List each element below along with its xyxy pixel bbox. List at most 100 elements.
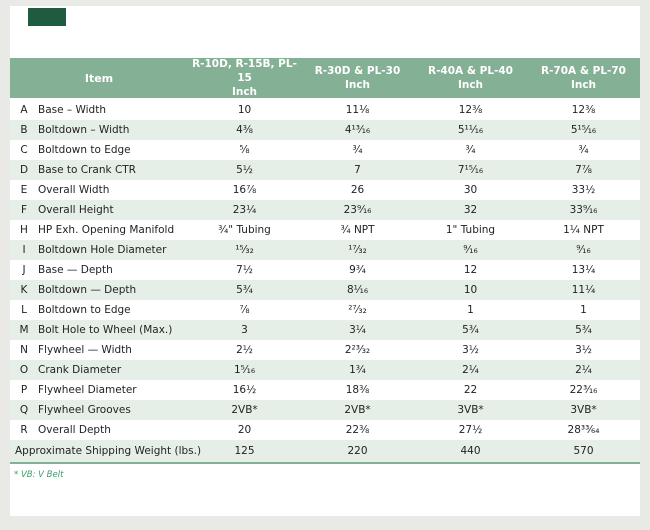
- value-cell-col2: 8¹⁄₁₆: [346, 284, 369, 296]
- shipping-weight-col3: 440: [460, 445, 481, 457]
- row-item-label: Boltdown — Depth: [38, 284, 137, 296]
- row-letter: J: [22, 264, 26, 276]
- value-cell-col3: 12⅜: [458, 104, 483, 116]
- value-cell-col2: 11⅛: [345, 104, 370, 116]
- value-cell-col2: ¾ NPT: [340, 224, 375, 236]
- row-letter: N: [20, 344, 28, 356]
- model-column-header-3: R-40A & PL-40 Inch: [414, 58, 527, 98]
- row-letter: C: [20, 144, 28, 156]
- value-cell-col4: 13¼: [571, 264, 596, 276]
- value-cell-col1: 4⅜: [236, 124, 253, 136]
- page: Item R-10D, R-15B, PL-15 Inch R-30D & PL-3…: [10, 6, 640, 516]
- shipping-weight-col2: 220: [347, 445, 368, 457]
- model-column-header-1: R-10D, R-15B, PL-15 Inch: [188, 58, 301, 98]
- value-cell-col3: 30: [463, 184, 478, 196]
- value-cell-col3: 32: [463, 204, 478, 216]
- row-item-label: Boltdown – Width: [38, 124, 130, 136]
- value-cell-col1: 16⅞: [232, 184, 257, 196]
- model-column-header-4: R-70A & PL-70 Inch: [527, 58, 640, 98]
- row-letter: F: [20, 204, 28, 216]
- table-row-E: E Overall Width 16⅞ 26 30 33½: [10, 180, 640, 200]
- unit-label: Inch: [231, 86, 258, 99]
- row-item-label: Base to Crank CTR: [38, 164, 136, 176]
- value-cell-col2: 18⅜: [345, 384, 370, 396]
- row-letter: O: [19, 364, 29, 376]
- table-body: A Base – Width 10 11⅛ 12⅜ 12⅜ B Boltdown – Widt…: [10, 100, 640, 440]
- row-letter: H: [20, 224, 28, 236]
- value-cell-col3: 5¾: [462, 324, 479, 336]
- row-letter: E: [20, 184, 28, 196]
- value-cell-col4: 33⁹⁄₁₆: [569, 204, 598, 216]
- item-column-header: Item: [84, 71, 114, 85]
- value-cell-col2: 2²³⁄₃₂: [344, 344, 371, 356]
- row-item-label: Overall Width: [38, 184, 110, 196]
- value-cell-col3: ¾: [465, 144, 476, 156]
- value-cell-col1: 7½: [236, 264, 253, 276]
- value-cell-col3: 2¼: [462, 364, 479, 376]
- row-letter: Q: [19, 404, 29, 416]
- value-cell-col3: 3VB*: [457, 404, 484, 416]
- table-row-H: H HP Exh. Opening Manifold ¾" Tubing ¾ NPT 1…: [10, 220, 640, 240]
- row-item-label: Flywheel — Width: [38, 344, 132, 356]
- shipping-weight-col4: 570: [573, 445, 594, 457]
- model-name: R-30D & PL-30: [314, 64, 401, 77]
- value-cell-col4: 22³⁄₁₆: [569, 384, 598, 396]
- brand-logo-rect: [28, 8, 66, 26]
- value-cell-col3: 1" Tubing: [445, 224, 496, 236]
- row-item-label: Overall Height: [38, 204, 114, 216]
- row-letter: B: [20, 124, 28, 136]
- value-cell-col1: ⅞: [239, 304, 250, 316]
- value-cell-col4: 12⅜: [571, 104, 596, 116]
- value-cell-col3: 22: [463, 384, 478, 396]
- value-cell-col2: ²⁷⁄₃₂: [348, 304, 367, 316]
- value-cell-col2: 2VB*: [344, 404, 371, 416]
- row-letter: R: [20, 424, 28, 436]
- value-cell-col1: 23¼: [232, 204, 257, 216]
- value-cell-col2: 3¼: [349, 324, 366, 336]
- value-cell-col4: 5¹⁵⁄₁₆: [570, 124, 597, 136]
- value-cell-col3: 27½: [458, 424, 483, 436]
- table-row-Q: Q Flywheel Grooves 2VB* 2VB* 3VB* 3VB*: [10, 400, 640, 420]
- value-cell-col1: 20: [237, 424, 252, 436]
- value-cell-col2: 22⅜: [345, 424, 370, 436]
- value-cell-col4: 3½: [575, 344, 592, 356]
- row-letter: A: [20, 104, 28, 116]
- value-cell-col3: 3½: [462, 344, 479, 356]
- row-letter: I: [22, 244, 26, 256]
- model-name: R-70A & PL-70: [540, 64, 626, 77]
- value-cell-col2: ¹⁷⁄₃₂: [348, 244, 367, 256]
- value-cell-col1: ¹⁵⁄₃₂: [235, 244, 254, 256]
- value-cell-col3: 12: [463, 264, 478, 276]
- row-item-label: Overall Depth: [38, 424, 111, 436]
- unit-label: Inch: [344, 79, 371, 91]
- row-letter: D: [19, 164, 29, 176]
- value-cell-col1: ⅝: [239, 144, 250, 156]
- shipping-weight-row: Approximate Shipping Weight (lbs.) 125 22…: [10, 440, 640, 462]
- value-cell-col1: 16½: [232, 384, 257, 396]
- value-cell-col2: 4¹³⁄₁₆: [344, 124, 371, 136]
- table-row-O: O Crank Diameter 1⁵⁄₁₆ 1¾ 2¼ 2¼: [10, 360, 640, 380]
- table-row-L: L Boltdown to Edge ⅞ ²⁷⁄₃₂ 1 1: [10, 300, 640, 320]
- table-row-I: I Boltdown Hole Diameter ¹⁵⁄₃₂ ¹⁷⁄₃₂ ⁹⁄₁₆ ⁹⁄₁…: [10, 240, 640, 260]
- row-item-label: Flywheel Diameter: [38, 384, 137, 396]
- shipping-weight-label: Approximate Shipping Weight (lbs.): [15, 445, 202, 457]
- value-cell-col2: 9¾: [349, 264, 366, 276]
- value-cell-col2: 1¾: [349, 364, 366, 376]
- value-cell-col1: 2VB*: [231, 404, 258, 416]
- value-cell-col4: 7⅞: [575, 164, 592, 176]
- value-cell-col1: 1⁵⁄₁₆: [233, 364, 256, 376]
- value-cell-col4: 3VB*: [570, 404, 597, 416]
- value-cell-col4: 5¾: [575, 324, 592, 336]
- row-item-label: Boltdown Hole Diameter: [38, 244, 167, 256]
- value-cell-col4: ¾: [578, 144, 589, 156]
- value-cell-col2: 23⁹⁄₁₆: [343, 204, 372, 216]
- table-row-R: R Overall Depth 20 22⅜ 27½ 28³³⁄₆₄: [10, 420, 640, 440]
- table-row-A: A Base – Width 10 11⅛ 12⅜ 12⅜: [10, 100, 640, 120]
- value-cell-col4: 11¼: [571, 284, 596, 296]
- value-cell-col1: 5½: [236, 164, 253, 176]
- value-cell-col3: 5¹¹⁄₁₆: [457, 124, 484, 136]
- value-cell-col4: 2¼: [575, 364, 592, 376]
- table-row-N: N Flywheel — Width 2½ 2²³⁄₃₂ 3½ 3½: [10, 340, 640, 360]
- unit-label: Inch: [570, 79, 597, 91]
- value-cell-col4: 33½: [571, 184, 596, 196]
